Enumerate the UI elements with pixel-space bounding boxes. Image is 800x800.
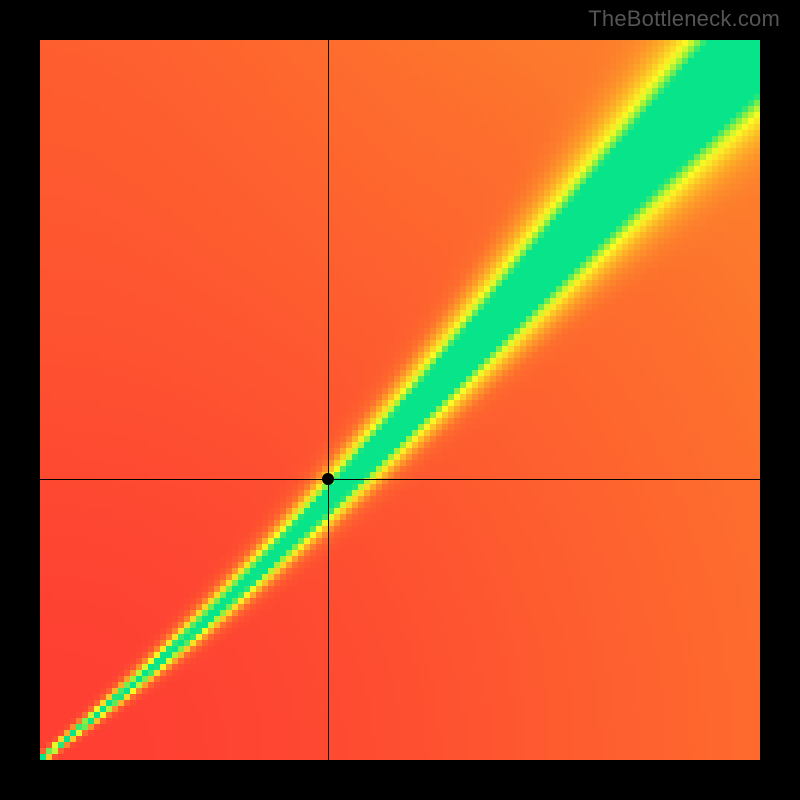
watermark: TheBottleneck.com: [588, 6, 780, 32]
plot-area: [40, 40, 760, 760]
crosshair-vertical: [328, 40, 329, 760]
crosshair-horizontal: [40, 479, 760, 480]
heatmap-canvas: [40, 40, 760, 760]
marker-dot: [322, 473, 334, 485]
